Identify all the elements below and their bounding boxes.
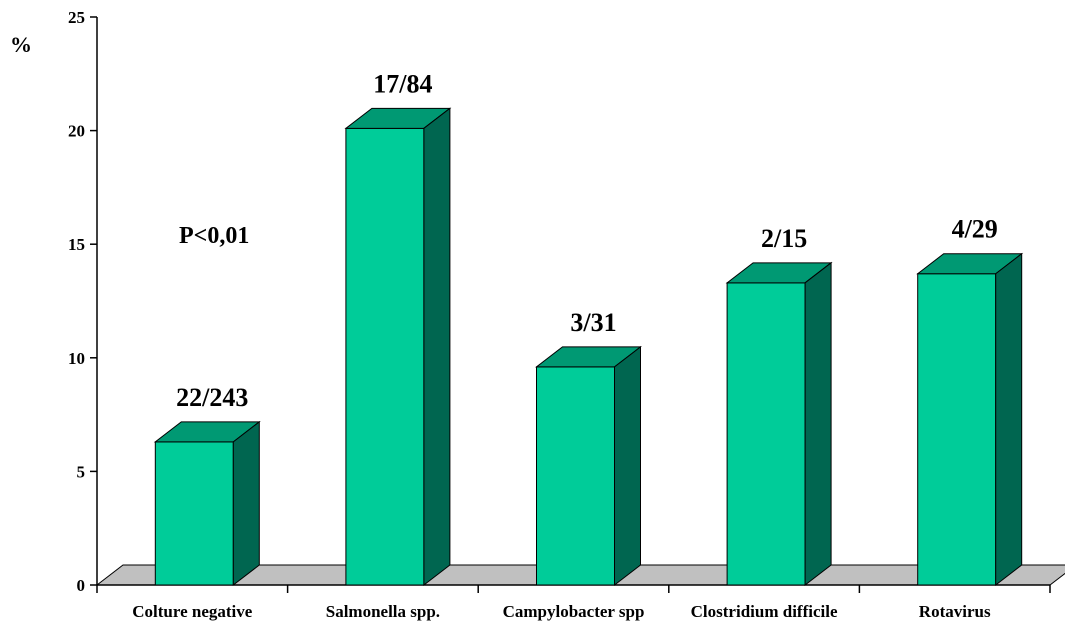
- y-tick-label: 15: [68, 235, 85, 254]
- x-category-label: Rotavirus: [919, 602, 991, 621]
- y-tick-label: 25: [68, 8, 85, 27]
- y-tick-label: 5: [77, 462, 86, 481]
- data-label: 3/31: [570, 308, 616, 337]
- data-label: 17/84: [373, 69, 432, 98]
- bar-front: [345, 127, 425, 586]
- y-tick-label: 20: [68, 122, 85, 141]
- bar-side: [232, 420, 260, 587]
- x-category-label: Salmonella spp.: [326, 602, 440, 621]
- x-category-label: Campylobacter spp: [503, 602, 645, 621]
- bar-0: [153, 420, 261, 587]
- bar-side: [995, 252, 1023, 587]
- bar-front: [917, 273, 997, 586]
- bar-front: [726, 282, 806, 586]
- bar-1: [344, 107, 452, 587]
- bar-side: [614, 345, 641, 587]
- annotation-p-value: P<0,01: [179, 223, 249, 249]
- bar-side: [804, 261, 832, 587]
- data-label: 4/29: [952, 215, 998, 244]
- y-tick-label: 0: [77, 576, 86, 595]
- bar-4: [916, 252, 1024, 587]
- bar-side: [423, 107, 451, 587]
- x-category-label: Colture negative: [132, 602, 253, 621]
- bar-front: [154, 441, 234, 586]
- y-tick-label: 10: [68, 349, 85, 368]
- data-label: 22/243: [176, 383, 248, 412]
- bar-2: [535, 345, 642, 587]
- x-category-label: Clostridium difficile: [691, 602, 838, 621]
- y-axis-label: %: [10, 32, 32, 57]
- bar-front: [536, 366, 615, 586]
- bar-3: [725, 261, 833, 587]
- data-label: 2/15: [761, 224, 807, 253]
